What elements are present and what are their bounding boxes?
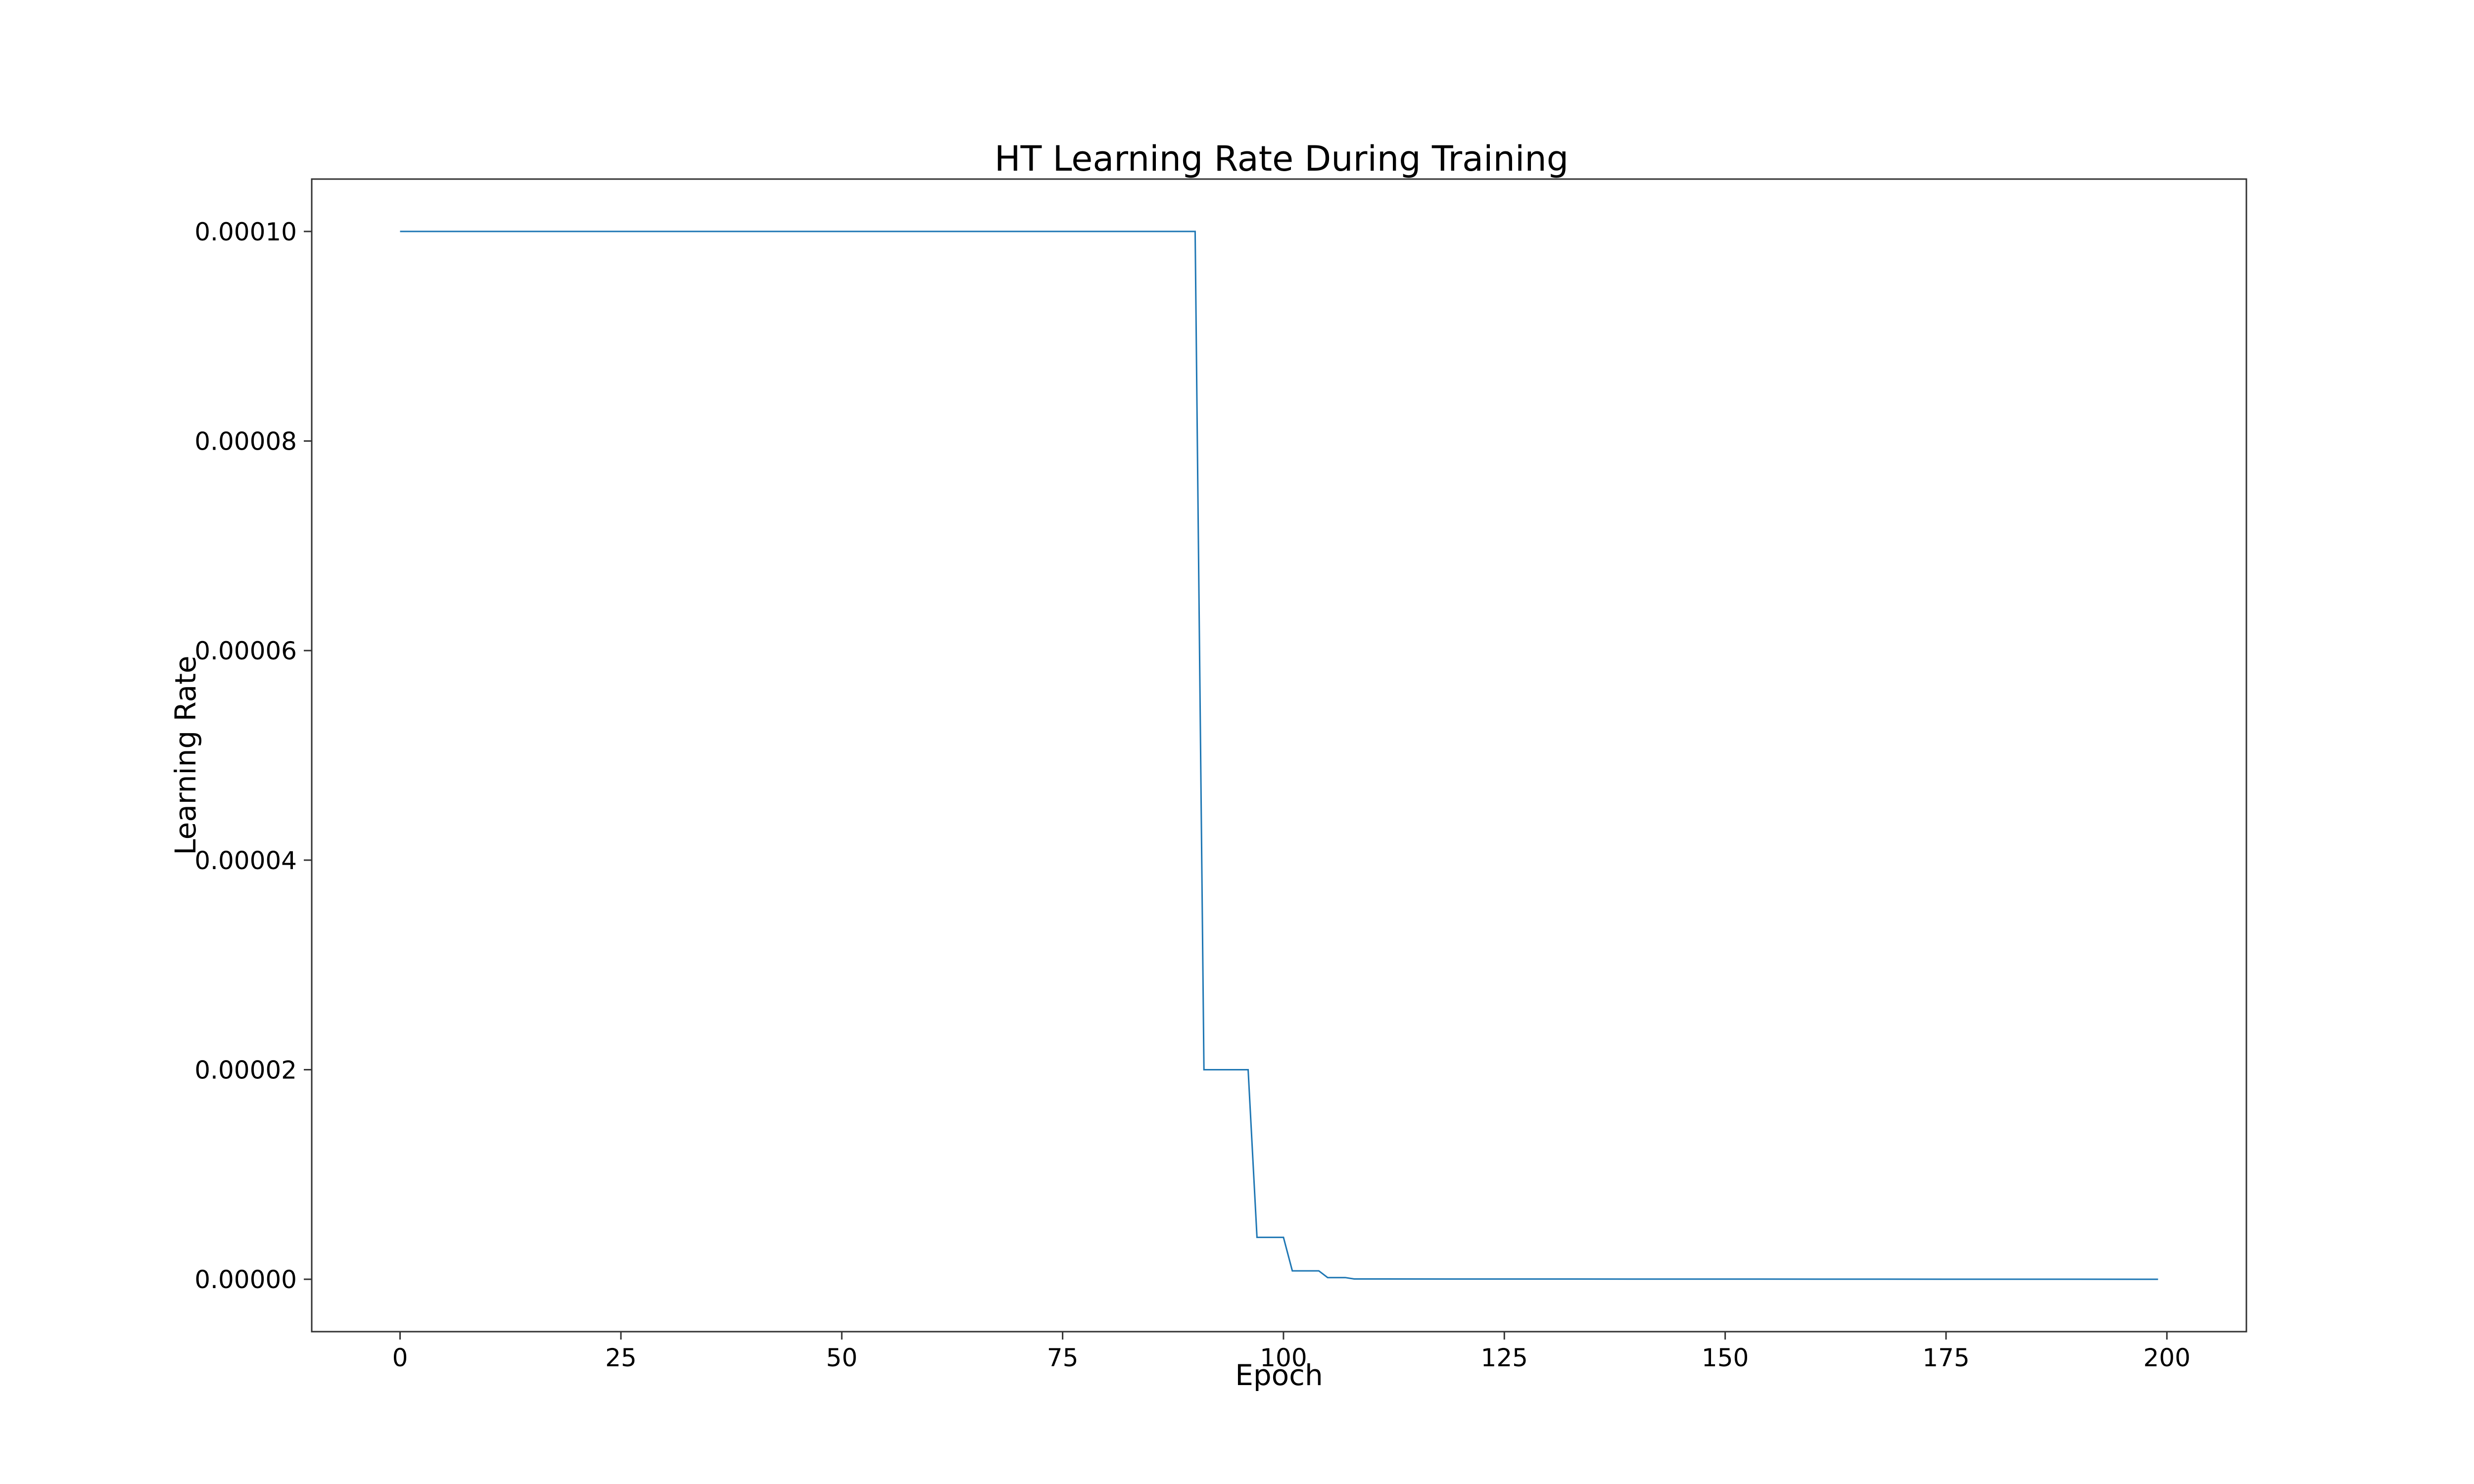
y-tick-label: 0.00000 (194, 1265, 297, 1294)
x-tick-label: 125 (1481, 1344, 1528, 1372)
x-axis-label: Epoch (1235, 1358, 1323, 1392)
x-tick-label: 0 (392, 1344, 408, 1372)
x-tick-label: 150 (1702, 1344, 1749, 1372)
chart-title: HT Learning Rate During Training (995, 139, 1569, 179)
y-axis: 0.00000 0.00002 0.00004 0.00006 0.00008 0.000… (194, 218, 312, 1294)
plot-area (400, 231, 2158, 1280)
x-tick-label: 100 (1260, 1344, 1307, 1372)
x-tick-label: 175 (1922, 1344, 1969, 1372)
y-tick-label: 0.00008 (194, 427, 297, 456)
plot-frame (311, 178, 2247, 1333)
y-tick-label: 0.00010 (194, 218, 297, 246)
y-axis-label: Learning Rate (169, 655, 202, 855)
y-tick-label: 0.00006 (194, 637, 297, 665)
x-tick-label: 25 (605, 1344, 637, 1372)
x-axis: 0 25 50 75 100 125 150 175 200 (392, 1332, 2190, 1372)
x-tick-label: 50 (826, 1344, 857, 1372)
y-tick-label: 0.00002 (194, 1056, 297, 1084)
y-tick-label: 0.00004 (194, 846, 297, 875)
x-tick-label: 200 (2143, 1344, 2190, 1372)
x-tick-label: 75 (1047, 1344, 1079, 1372)
learning-rate-series-line (400, 231, 2158, 1280)
